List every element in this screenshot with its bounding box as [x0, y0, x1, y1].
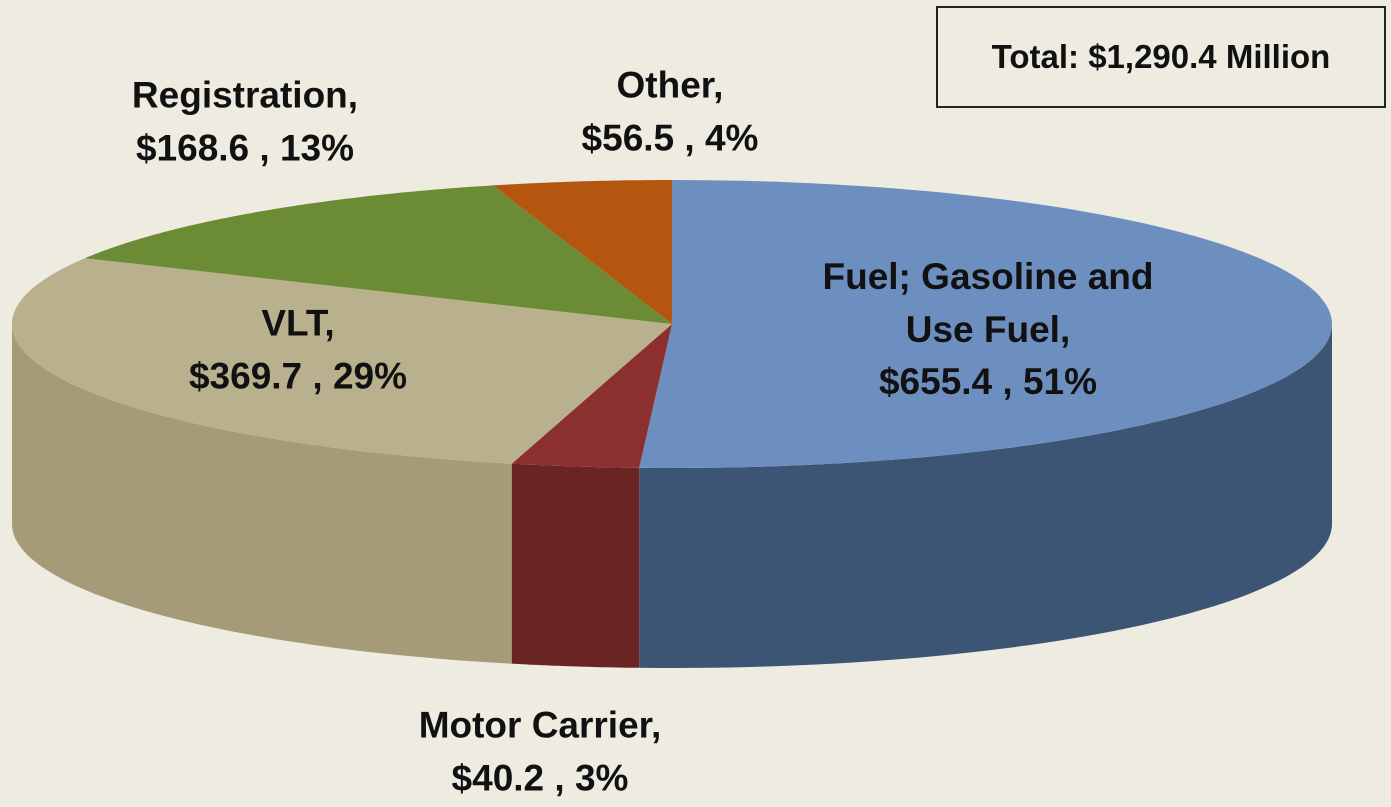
slice: [492, 180, 672, 324]
category-label: Other,: [616, 64, 724, 106]
slice-side: [639, 324, 1332, 668]
data-label: Registration, $168.6 , 13%: [75, 69, 415, 174]
slice: [12, 258, 672, 464]
slice-side: [12, 324, 512, 664]
category-label: Fuel; Gasoline and Use Fuel,: [822, 256, 1154, 350]
value-label: $655.4 , 51%: [878, 361, 1098, 403]
total-annotation: Total: $1,290.4 Million: [936, 6, 1386, 108]
value-label: $168.6 , 13%: [135, 127, 355, 168]
data-label: VLT, $369.7 , 29%: [138, 297, 458, 402]
data-label: Fuel; Gasoline and Use Fuel, $655.4 , 51%: [808, 251, 1168, 409]
slice: [85, 185, 672, 324]
slice: [639, 180, 1332, 468]
value-label: $56.5 , 4%: [581, 117, 759, 158]
slice: [511, 324, 672, 468]
data-label: Motor Carrier, $40.2 , 3%: [340, 699, 740, 804]
category-label: VLT,: [261, 302, 335, 344]
value-label: $40.2 , 3%: [451, 757, 629, 798]
data-label: Other, $56.5 , 4%: [520, 59, 820, 164]
slice-side: [511, 463, 640, 668]
category-label: Registration,: [131, 74, 359, 116]
category-label: Motor Carrier,: [418, 704, 662, 746]
value-label: $369.7 , 29%: [188, 355, 408, 396]
